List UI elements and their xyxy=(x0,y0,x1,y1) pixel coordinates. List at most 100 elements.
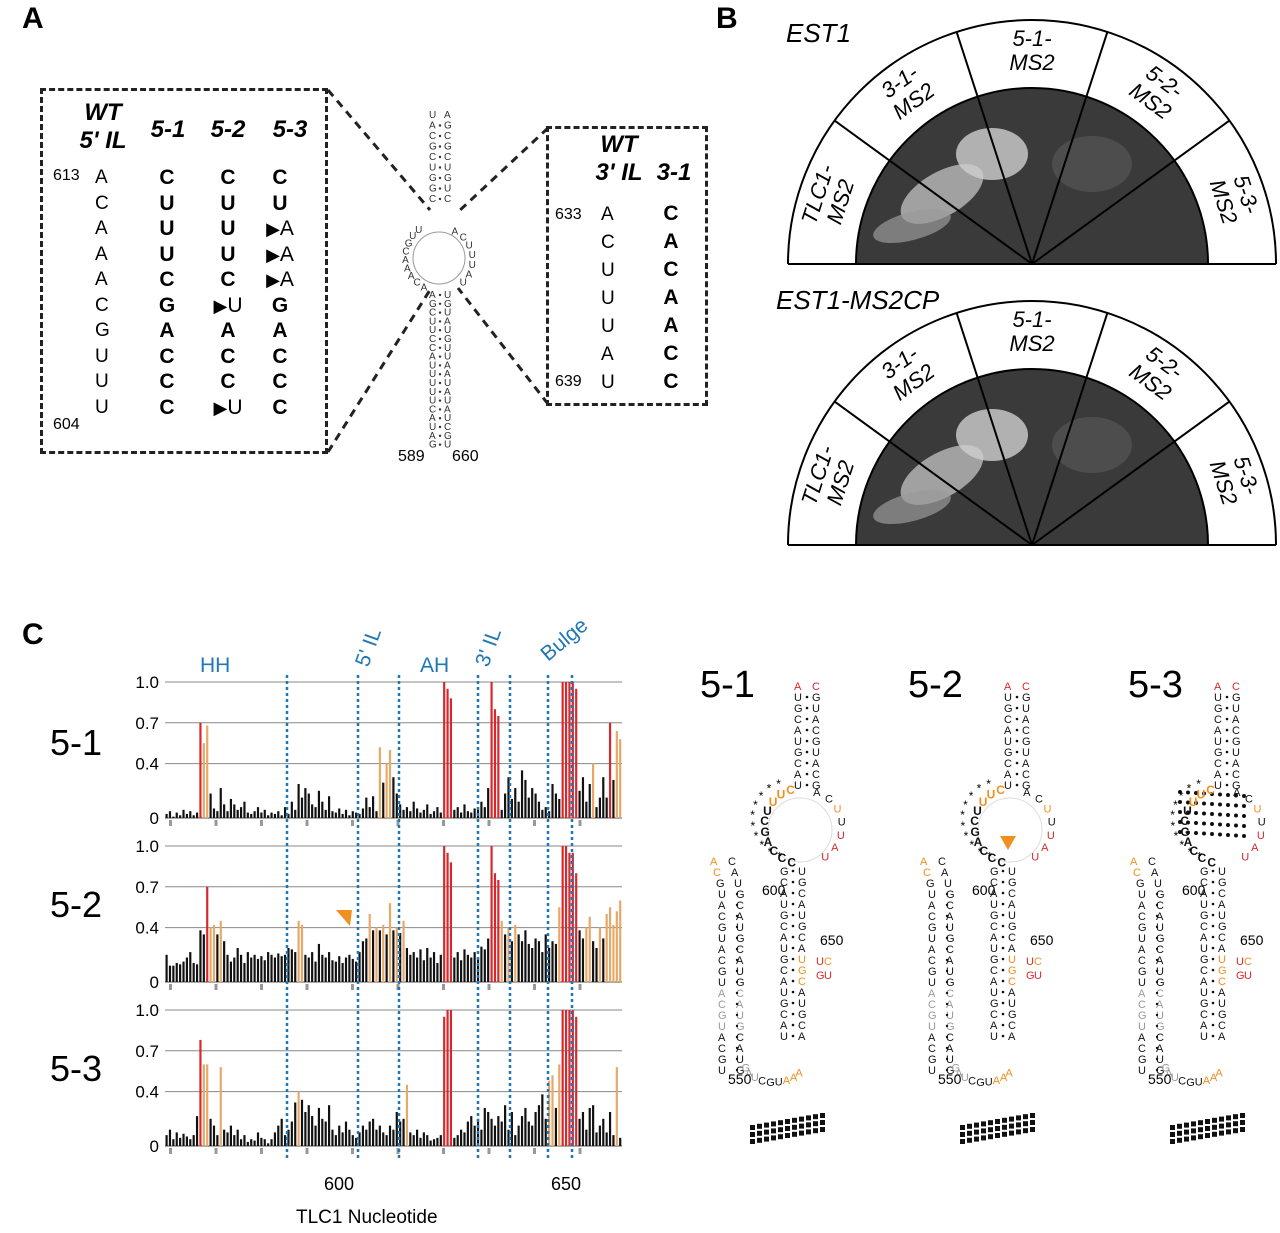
agar-shade xyxy=(1052,136,1132,192)
base: G xyxy=(798,965,807,977)
reactivity-bar xyxy=(537,801,541,818)
changed-base-asterisk: * xyxy=(960,808,965,822)
base-pair-dot xyxy=(1194,821,1198,825)
base: G xyxy=(1008,965,1017,977)
reactivity-bar xyxy=(483,807,486,818)
helix-extension-block xyxy=(1240,1113,1245,1118)
base: C xyxy=(1022,769,1030,781)
reactivity-bar xyxy=(290,1121,293,1146)
reactivity-bar xyxy=(314,807,317,818)
base: C xyxy=(1200,921,1208,933)
base-pair-dot xyxy=(1155,892,1159,896)
base: A xyxy=(1200,976,1208,988)
base: G xyxy=(1004,747,1013,759)
hairpin-base: G xyxy=(429,142,437,153)
base-pair-dot xyxy=(735,969,739,973)
base: U xyxy=(718,933,726,945)
base: C xyxy=(1218,932,1226,944)
reactivity-bar xyxy=(361,808,365,818)
reactivity-bar xyxy=(300,924,304,982)
hairpin-base: A xyxy=(402,255,409,266)
base-pair-dot xyxy=(1001,913,1005,917)
base-pair-dot xyxy=(945,980,949,984)
base: U xyxy=(1214,692,1222,704)
sector-label-line: 5-1- xyxy=(1012,307,1051,332)
base: A xyxy=(736,999,744,1011)
base-pair-dot xyxy=(1211,1023,1215,1027)
mutant-base: C xyxy=(760,814,769,828)
hairpin-base: C xyxy=(444,152,451,163)
reactivity-bar xyxy=(524,930,527,982)
base: C xyxy=(736,988,744,1000)
reactivity-bar xyxy=(608,722,612,818)
reactivity-bar-charts: 0 0.4 0.7 1.0 0 0.4 0.7 1.0 0 0.4 0.7 1.0 HH 5' IL AH 3… xyxy=(135,620,622,1194)
nucleotide: U xyxy=(601,316,615,337)
reactivity-bar xyxy=(422,809,425,818)
hairpin-base: A xyxy=(421,282,428,293)
secondary-structure-5-1: A CU GG UC AA CU GG UC AA CU GC*U*U*U*C*G*A*C*C*C*… xyxy=(710,681,846,1144)
reactivity-bar xyxy=(199,930,202,982)
reactivity-bar xyxy=(256,1132,260,1146)
helix-extension-block xyxy=(995,1126,1000,1131)
base: G xyxy=(1156,977,1165,989)
helix-extension-block xyxy=(1184,1122,1189,1128)
base-pair-dot xyxy=(1234,803,1238,808)
reactivity-bar xyxy=(561,682,564,818)
reactivity-bar xyxy=(371,1118,375,1146)
base-pair-dot xyxy=(735,1035,739,1039)
reactivity-bar xyxy=(524,1107,527,1146)
base: A xyxy=(1005,1067,1013,1079)
reactivity-bar xyxy=(290,801,293,818)
nucleotide: C xyxy=(272,166,288,189)
base: U xyxy=(1218,954,1226,966)
hairpin-base: G xyxy=(405,238,413,249)
base-pair-dot xyxy=(1225,728,1229,732)
reactivity-bar xyxy=(531,1125,534,1146)
hairpin-base: G xyxy=(444,334,452,345)
base: C xyxy=(923,867,931,879)
base-pair-dot xyxy=(735,903,739,907)
reactivity-bar xyxy=(209,927,212,982)
mutation-arrow-icon: ▶ xyxy=(266,270,280,290)
reactivity-bar xyxy=(439,954,442,982)
base: A xyxy=(1218,899,1226,911)
reactivity-bar xyxy=(192,815,195,818)
reactivity-bar xyxy=(307,1105,310,1146)
reactivity-bar xyxy=(351,958,354,982)
reactivity-bar xyxy=(195,964,199,982)
reactivity-bar xyxy=(355,812,358,818)
base-pair-dot xyxy=(1210,812,1214,816)
plate-outer-arc xyxy=(787,300,1277,546)
mutant-base: C xyxy=(996,783,1005,797)
sector-label: 5-2-MS2 xyxy=(1125,339,1190,405)
base: A xyxy=(780,888,788,900)
reactivity-bar xyxy=(443,1016,446,1146)
base: G xyxy=(928,922,937,934)
plate-inner-arc xyxy=(855,368,1209,546)
base: G xyxy=(976,1077,985,1089)
bulge-base: U xyxy=(824,970,832,982)
reactivity-bar xyxy=(497,1116,500,1146)
reactivity-bar xyxy=(588,784,591,818)
hairpin-base: C xyxy=(429,343,436,354)
x-tick-mark xyxy=(214,820,218,826)
reactivity-bar xyxy=(493,709,497,818)
reactivity-bar xyxy=(612,924,615,982)
helix-extension-block xyxy=(785,1119,790,1124)
hairpin-base: U xyxy=(466,240,473,251)
nucleotide: A xyxy=(220,319,236,342)
helix-extension-block xyxy=(967,1130,972,1136)
changed-base-asterisk: * xyxy=(1173,798,1178,812)
base: C xyxy=(718,911,726,923)
reactivity-bar xyxy=(246,952,249,982)
base: G xyxy=(798,921,807,933)
reactivity-bar xyxy=(168,965,172,982)
base-pair-dot xyxy=(1155,936,1159,940)
reactivity-bar xyxy=(399,804,402,818)
nucleotide: U xyxy=(220,191,236,215)
reactivity-bar xyxy=(544,1118,547,1146)
base: G xyxy=(1156,1065,1165,1077)
base-pair-dot xyxy=(1155,914,1159,918)
reactivity-bar xyxy=(277,811,280,818)
base: A xyxy=(783,1075,791,1087)
